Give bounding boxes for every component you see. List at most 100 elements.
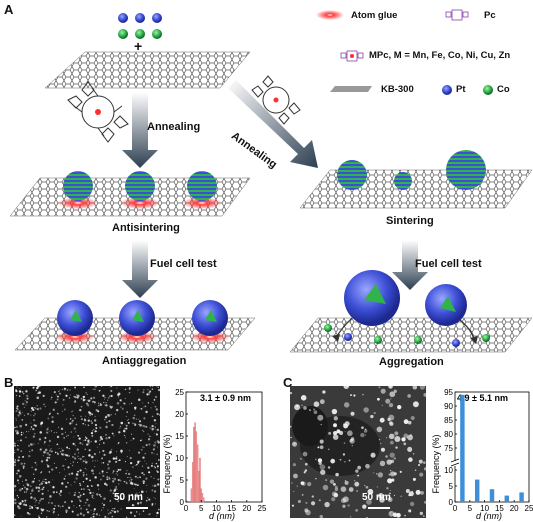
hist-c-annotation: 4.9 ± 5.1 nm <box>457 393 508 403</box>
hist-c-bar <box>504 495 510 502</box>
aggregation-particles <box>324 270 490 347</box>
legend-pc: Pc <box>484 10 496 21</box>
hist-b-frame <box>185 391 263 503</box>
hist-c-xtick-label: 15 <box>495 504 504 513</box>
hist-b-xtick-label: 0 <box>184 504 189 513</box>
legend-co: Co <box>497 84 510 95</box>
legend-mpc: MPc, M = Mn, Fe, Co, Ni, Cu, Zn <box>369 50 511 61</box>
hist-c-xtick-label: 5 <box>468 504 473 513</box>
graphene-sheet-top <box>44 51 251 89</box>
hist-c-ytick-label: 85 <box>444 416 453 425</box>
hist-b-ytick-label: 20 <box>175 410 184 419</box>
hist-c-xtick-label: 0 <box>453 504 458 513</box>
sintering-label: Sintering <box>386 215 434 227</box>
histogram-c: Frequency (%) d (nm) 4.9 ± 5.1 nm 0 5 10 15… <box>431 388 533 521</box>
scale-bar-b <box>126 507 148 509</box>
legend-atom-glue: Atom glue <box>351 10 398 21</box>
annealing-arrow-left <box>122 92 158 168</box>
hist-b-bar <box>198 471 200 503</box>
hist-b-xlabel: d (nm) <box>209 511 235 521</box>
hist-b-ytick-label: 25 <box>175 388 184 397</box>
hist-c-ylabel: Frequency (%) <box>431 434 441 493</box>
scale-bar-b-label: 50 nm <box>114 492 143 503</box>
hist-b-bar <box>199 457 201 503</box>
hist-c-axis-break-mark <box>450 458 460 463</box>
sintering-particles <box>337 150 486 190</box>
hist-c-xtick-label: 25 <box>525 504 533 513</box>
antisintering-particles <box>58 171 222 209</box>
hist-b-xtick-label: 20 <box>242 504 251 513</box>
atom-glue-icon <box>316 10 344 20</box>
legend-pt: Pt <box>456 84 466 95</box>
fuel-cell-label-left: Fuel cell test <box>150 258 217 270</box>
fuel-cell-arrow-right <box>392 240 428 290</box>
pc-icon <box>445 9 469 21</box>
mpc-icon <box>340 50 364 62</box>
hist-b-bar <box>195 431 198 503</box>
antiaggregation-label: Antiaggregation <box>102 355 187 367</box>
hist-c-bar <box>460 394 465 502</box>
hist-c-xtick-label: 10 <box>480 504 489 513</box>
pt-atom-icon <box>442 85 452 95</box>
aggregation-label: Aggregation <box>379 356 444 368</box>
histogram-b: Frequency (%) d (nm) 3.1 ± 0.9 nm 0 5 10 15… <box>162 388 267 521</box>
hist-c-xlabel: d (nm) <box>476 511 502 521</box>
pc-molecule-left <box>67 81 129 143</box>
antiaggregation-particles <box>55 300 230 343</box>
hist-b-ytick-label: 10 <box>175 454 184 463</box>
micrograph-b-texture <box>14 386 160 518</box>
hist-c-ytick-label: 5 <box>449 482 454 491</box>
hist-b-bar <box>194 422 196 503</box>
hist-b-bar <box>191 462 194 503</box>
pc-molecule-right <box>251 75 301 125</box>
hist-c-frame <box>454 391 530 503</box>
support-icon <box>330 86 372 92</box>
hist-c-ytick-label: 90 <box>444 402 453 411</box>
annealing-label-left: Annealing <box>147 121 201 133</box>
hist-b-xtick-label: 25 <box>258 504 267 513</box>
hist-c-ytick-label: 10 <box>444 466 453 475</box>
hist-c-bar <box>489 489 495 502</box>
hist-c-xtick-label: 20 <box>510 504 519 513</box>
hist-c-bar <box>519 492 524 502</box>
hist-b-annotation: 3.1 ± 0.9 nm <box>200 393 251 403</box>
hist-c-axis-break-mark <box>450 462 460 467</box>
micrograph-c-texture <box>290 386 426 518</box>
hist-c-ytick-label: 75 <box>444 444 453 453</box>
hist-c-axis-break-gap <box>452 461 458 466</box>
hist-c-bar <box>474 479 480 502</box>
micrograph-b: 50 nm <box>14 386 160 518</box>
precursor-atoms <box>118 13 162 39</box>
graphene-sheet-sintering <box>299 169 533 209</box>
hist-b-ytick-label: 15 <box>175 432 184 441</box>
plus-sign: + <box>134 38 143 54</box>
hist-b-ylabel: Frequency (%) <box>162 434 172 493</box>
co-atom-icon <box>483 85 493 95</box>
antisintering-label: Antisintering <box>112 222 180 234</box>
panel-c-letter: C <box>283 375 293 390</box>
hist-b-bar <box>193 427 195 503</box>
legend-glyphs <box>316 9 493 95</box>
panel-a-letter: A <box>4 2 14 17</box>
scale-bar-c <box>368 507 390 509</box>
legend-support: KB-300 <box>381 84 414 95</box>
hist-b-xtick-label: 5 <box>199 504 204 513</box>
panel-b-letter: B <box>4 375 14 390</box>
fuel-cell-label-right: Fuel cell test <box>415 258 482 270</box>
hist-b-ytick-label: 0 <box>180 498 185 507</box>
hist-c-ytick-label: 80 <box>444 430 453 439</box>
hist-b-bar <box>190 488 193 503</box>
hist-b-xtick-label: 15 <box>227 504 236 513</box>
hist-b-ytick-label: 5 <box>180 476 185 485</box>
annealing-arrow-right <box>228 80 318 168</box>
hist-b-bar <box>201 493 204 503</box>
panel-a-diagram <box>9 9 533 353</box>
hist-b-xtick-label: 10 <box>212 504 221 513</box>
hist-b-bar <box>202 497 205 503</box>
hist-b-bar <box>196 444 199 503</box>
micrograph-c: 50 nm <box>290 386 426 518</box>
hist-c-ytick-label: 95 <box>444 388 453 397</box>
graphene-sheet-aggregation <box>289 317 533 353</box>
scale-bar-c-label: 50 nm <box>362 492 391 503</box>
hist-c-ytick-label: 0 <box>449 498 454 507</box>
